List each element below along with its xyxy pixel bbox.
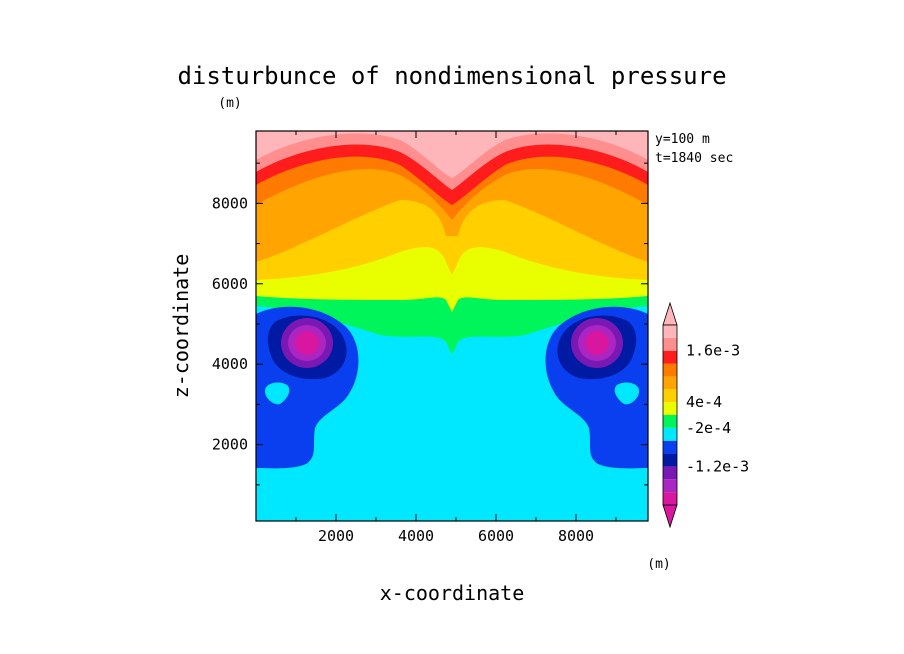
colorbar-swatch — [663, 440, 677, 454]
colorbar-tick-label: 1.6e-3 — [686, 342, 740, 360]
colorbar-swatch — [663, 350, 677, 364]
left-magenta-core — [295, 331, 319, 355]
x-axis-label: x-coordinate — [380, 581, 525, 605]
x-tick-label: 4000 — [398, 527, 434, 545]
x-tick-label: 6000 — [478, 527, 514, 545]
right-magenta-core — [585, 331, 609, 355]
colorbar-swatch — [663, 376, 677, 390]
colorbar-swatch — [663, 415, 677, 428]
colorbar-tick-label: -2e-4 — [686, 419, 731, 437]
colorbar-unit-label: (m) — [647, 557, 670, 572]
colorbar-swatch — [663, 453, 677, 467]
right-cyan-spot — [614, 382, 640, 405]
colorbar-swatch — [663, 427, 677, 441]
unit-label-top: (m) — [218, 96, 241, 111]
y-tick-label: 2000 — [212, 436, 248, 454]
y-axis-label: z-coordinate — [169, 254, 193, 399]
colorbar-tick-label: 4e-4 — [686, 393, 722, 411]
left-cyan-spot — [264, 382, 290, 405]
colorbar-swatch — [663, 389, 677, 403]
colorbar-swatch — [663, 363, 677, 377]
colorbar-swatch — [663, 492, 677, 505]
x-axis-ticks: 2000 4000 6000 8000 — [295, 131, 617, 545]
colorbar-tick-label: -1.2e-3 — [686, 457, 749, 475]
colorbar-swatch — [663, 325, 677, 338]
colorbar-swatch — [663, 479, 677, 493]
annotation-y: y=100 m — [655, 132, 710, 147]
colorbar-swatch — [663, 466, 677, 480]
colorbar-swatch — [663, 337, 677, 351]
x-tick-label: 8000 — [558, 527, 594, 545]
y-tick-label: 4000 — [212, 355, 248, 373]
y-tick-label: 6000 — [212, 275, 248, 293]
plot-frame — [255, 130, 649, 522]
contour-fill — [256, 131, 648, 521]
y-axis-ticks: 2000 4000 6000 8000 — [212, 162, 648, 486]
colorbar-top-arrow — [662, 301, 678, 326]
colorbar-frame — [662, 324, 678, 506]
colorbar-bottom-arrow — [662, 504, 678, 529]
chart-title: disturbunce of nondimensional pressure — [177, 62, 726, 90]
y-tick-label: 8000 — [212, 194, 248, 212]
x-tick-label: 2000 — [318, 527, 354, 545]
colorbar: 1.6e-3 4e-4 -2e-4 -1.2e-3 — [662, 301, 749, 529]
colorbar-swatch — [663, 402, 677, 415]
annotation-t: t=1840 sec — [655, 151, 733, 166]
